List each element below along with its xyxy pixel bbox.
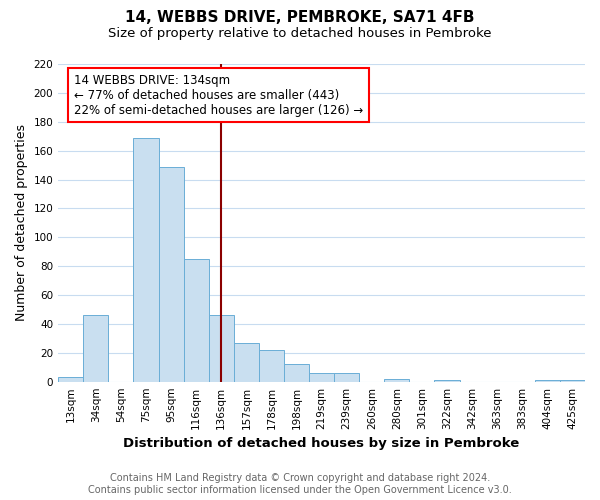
Bar — [385, 379, 409, 382]
Bar — [133, 138, 158, 382]
Text: Contains HM Land Registry data © Crown copyright and database right 2024.
Contai: Contains HM Land Registry data © Crown c… — [88, 474, 512, 495]
Bar — [158, 166, 184, 382]
Text: 14 WEBBS DRIVE: 134sqm
← 77% of detached houses are smaller (443)
22% of semi-de: 14 WEBBS DRIVE: 134sqm ← 77% of detached… — [74, 74, 363, 116]
Text: 14, WEBBS DRIVE, PEMBROKE, SA71 4FB: 14, WEBBS DRIVE, PEMBROKE, SA71 4FB — [125, 10, 475, 25]
Bar — [334, 373, 359, 382]
Bar — [309, 373, 334, 382]
Text: Size of property relative to detached houses in Pembroke: Size of property relative to detached ho… — [108, 28, 492, 40]
Bar — [560, 380, 585, 382]
Bar — [535, 380, 560, 382]
Bar — [284, 364, 309, 382]
Bar — [83, 316, 109, 382]
Bar — [259, 350, 284, 382]
X-axis label: Distribution of detached houses by size in Pembroke: Distribution of detached houses by size … — [124, 437, 520, 450]
Bar — [434, 380, 460, 382]
Bar — [209, 316, 234, 382]
Bar — [234, 342, 259, 382]
Bar — [58, 378, 83, 382]
Bar — [184, 259, 209, 382]
Y-axis label: Number of detached properties: Number of detached properties — [15, 124, 28, 322]
